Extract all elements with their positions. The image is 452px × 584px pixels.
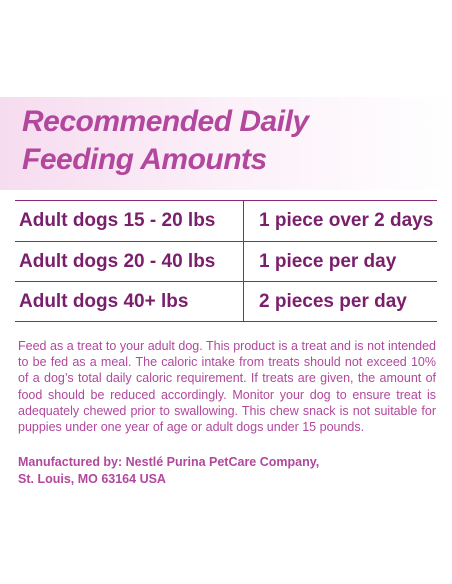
amount-cell: 1 piece per day [259, 250, 397, 272]
page-title: Recommended Daily Feeding Amounts [22, 103, 442, 179]
weight-cell: Adult dogs 20 - 40 lbs [15, 242, 244, 281]
weight-cell: Adult dogs 40+ lbs [15, 282, 244, 321]
title-background-band [0, 97, 452, 190]
manufacturer-info: Manufactured by: Nestlé Purina PetCare C… [18, 454, 436, 488]
manufacturer-line-2: St. Louis, MO 63164 USA [18, 472, 166, 486]
amount-cell: 1 piece over 2 days [259, 210, 434, 231]
weight-cell: Adult dogs 15 - 20 lbs [15, 201, 244, 241]
feeding-instructions: Feed as a treat to your adult dog. This … [18, 339, 436, 435]
title-line-2: Feeding Amounts [22, 143, 267, 176]
table-row: Adult dogs 15 - 20 lbs 1 piece over 2 da… [15, 201, 437, 241]
manufacturer-line-1: Manufactured by: Nestlé Purina PetCare C… [18, 455, 320, 469]
title-line-1: Recommended Daily [22, 105, 309, 138]
table-row: Adult dogs 40+ lbs 2 pieces per day [15, 281, 437, 321]
table-row: Adult dogs 20 - 40 lbs 1 piece per day [15, 241, 437, 281]
amount-cell: 2 pieces per day [259, 290, 407, 312]
feeding-table: Adult dogs 15 - 20 lbs 1 piece over 2 da… [15, 200, 437, 322]
